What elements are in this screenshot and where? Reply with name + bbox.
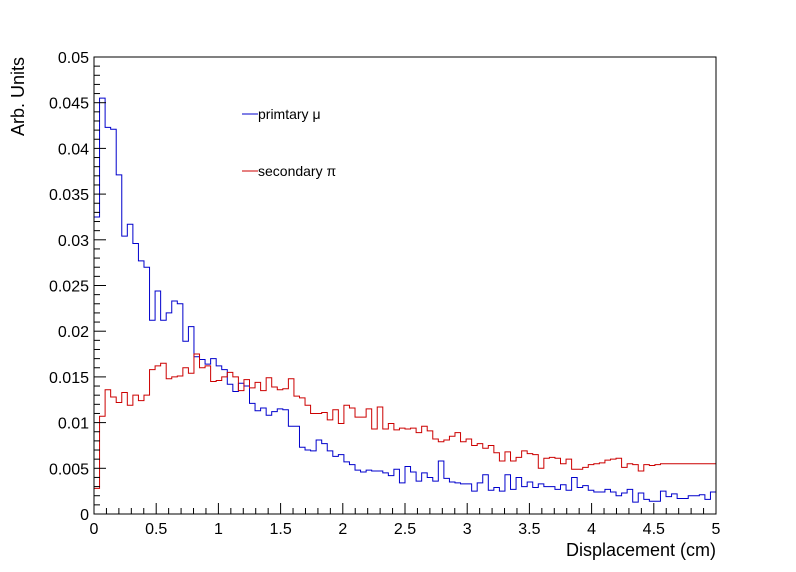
series-layer (93, 97, 716, 514)
x-tick-label: 1.5 (269, 521, 291, 538)
y-tick-label: 0.025 (49, 279, 89, 296)
legend-label-primary: primtary μ (258, 106, 321, 122)
y-tick-label: 0.045 (49, 96, 89, 113)
x-tick-label: 1 (214, 521, 223, 538)
x-tick-label: 0.5 (145, 521, 167, 538)
x-tick-label: 4 (587, 521, 596, 538)
x-tick-label: 5 (712, 521, 721, 538)
x-tick-label: 2.5 (394, 521, 416, 538)
y-axis-title: Arb. Units (8, 57, 28, 136)
x-tick-label: 4.5 (643, 521, 665, 538)
x-axis-title: Displacement (cm) (566, 540, 716, 560)
y-tick-label: 0.03 (58, 233, 89, 250)
x-tick-label: 0 (90, 521, 99, 538)
y-tick-label: 0.005 (49, 461, 89, 478)
series-0-step-line (93, 97, 716, 514)
y-tick-label: 0.02 (58, 324, 89, 341)
y-tick-label: 0.015 (49, 370, 89, 387)
series-1-step-line (93, 353, 716, 514)
x-tick-label: 3 (463, 521, 472, 538)
y-tick-label: 0.035 (49, 187, 89, 204)
y-tick-label: 0 (80, 507, 89, 524)
legend: primtary μ secondary π (242, 106, 336, 179)
y-tick-label: 0.04 (58, 141, 89, 158)
y-tick-label: 0.01 (58, 416, 89, 433)
x-tick-label: 2 (338, 521, 347, 538)
axis-ticks: 0 0.5 1 1.5 2 2.5 3 3.5 4 4.5 5 0 0.005 0.01 0.015 0.02… (49, 50, 721, 538)
legend-label-secondary: secondary π (258, 163, 336, 179)
y-tick-label: 0.05 (58, 50, 89, 67)
x-tick-label: 3.5 (518, 521, 540, 538)
